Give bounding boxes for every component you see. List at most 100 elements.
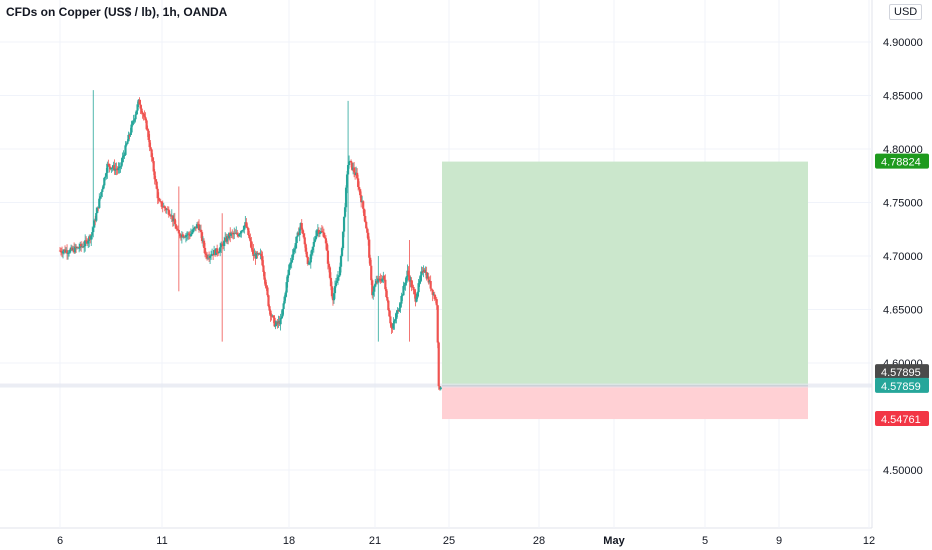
candle-body	[308, 262, 311, 264]
last-price-label: 4.57895	[875, 364, 929, 380]
candle-body	[241, 230, 244, 232]
candle-body	[371, 280, 374, 296]
time-axis[interactable]: 6 11 18 21 25 28 May 5 9 12	[57, 535, 875, 547]
candle-body	[343, 207, 347, 217]
candle-body	[344, 187, 348, 208]
candle-body	[311, 246, 314, 250]
candle-body	[284, 292, 287, 297]
candle-body	[203, 247, 207, 254]
candle-body	[288, 264, 291, 270]
candle-body	[267, 295, 270, 307]
candle-body	[318, 232, 321, 234]
candle-body	[309, 254, 312, 263]
candle-body	[110, 168, 113, 170]
candle-body	[293, 248, 296, 250]
candle-body	[221, 243, 224, 245]
candle-body	[415, 297, 418, 302]
candle-body	[372, 291, 375, 296]
candle-body	[326, 250, 330, 264]
candle-body	[413, 290, 416, 295]
candle-body	[245, 222, 248, 227]
candle-body	[285, 282, 288, 293]
candle-body	[370, 265, 373, 281]
candle-body	[268, 306, 271, 311]
candle-body	[362, 201, 365, 209]
candle-body	[389, 316, 392, 324]
time-tick-label: 25	[443, 535, 455, 547]
position-zones[interactable]	[0, 161, 872, 420]
candle-body	[108, 164, 111, 167]
candle-body	[399, 303, 402, 308]
stop-loss-zone[interactable]	[442, 385, 808, 420]
candle-body	[142, 114, 145, 117]
candle-body	[398, 307, 401, 312]
candle-body	[381, 278, 384, 282]
candle-body	[349, 160, 353, 163]
candle-body	[217, 252, 220, 254]
candle-body	[430, 288, 433, 290]
candle-body	[405, 276, 408, 283]
candle-body	[200, 232, 204, 241]
candle-body	[255, 252, 258, 259]
candle-body	[363, 208, 366, 216]
candle-body	[138, 99, 141, 105]
candle-body	[315, 230, 318, 237]
candle-body	[135, 110, 138, 115]
candle-body	[123, 154, 126, 156]
candle-body	[264, 279, 267, 286]
candle-body	[404, 282, 407, 285]
candle-body	[392, 323, 395, 329]
candle-body	[187, 233, 191, 235]
candle-body	[230, 232, 233, 236]
candle-body	[78, 247, 81, 249]
candle-body	[250, 241, 253, 249]
candle-body	[369, 257, 372, 266]
candle-body	[383, 275, 386, 280]
candle-body	[158, 200, 161, 202]
currency-button[interactable]: USD	[889, 4, 923, 20]
candle-body	[281, 309, 284, 317]
candle-body	[129, 132, 132, 136]
price-tick-label: 4.65000	[883, 305, 923, 317]
candle-body	[96, 207, 99, 214]
candle-body	[120, 162, 123, 167]
time-tick-label: 6	[57, 535, 63, 547]
candle-body	[113, 165, 116, 171]
take-profit-price-label: 4.78824	[875, 153, 929, 169]
candle-body	[102, 185, 105, 190]
candle-body	[364, 215, 367, 222]
candle-body	[265, 285, 268, 288]
candle-body	[189, 234, 193, 237]
candle-body	[356, 172, 359, 179]
candle-body	[429, 280, 432, 289]
candle-body	[175, 228, 178, 230]
candle-body	[144, 117, 147, 121]
candle-body	[220, 243, 223, 248]
candle-body	[262, 265, 265, 272]
candle-body	[273, 317, 276, 327]
price-axis[interactable]: 4.950004.900004.850004.800004.750004.700…	[883, 0, 923, 477]
candle-body	[436, 305, 439, 343]
candle-body	[416, 292, 419, 298]
candle-body	[358, 187, 361, 190]
candle-body	[84, 240, 87, 247]
candle-body	[223, 240, 226, 247]
candle-body	[174, 224, 177, 229]
candle-body	[202, 240, 206, 248]
candle-body	[332, 293, 336, 301]
candle-body	[67, 252, 71, 254]
candle-body	[302, 233, 305, 238]
candle-body	[103, 177, 106, 186]
candle-body	[197, 224, 201, 231]
candle-body	[181, 234, 184, 238]
candle-body	[317, 229, 320, 234]
time-tick-label: 9	[776, 535, 782, 547]
candle-body	[161, 206, 164, 208]
candle-body	[205, 255, 209, 259]
take-profit-zone[interactable]	[442, 161, 808, 386]
time-tick-label: May	[603, 535, 625, 547]
candle-body	[151, 157, 154, 162]
candle-body	[286, 275, 289, 283]
candle-body	[423, 269, 426, 273]
